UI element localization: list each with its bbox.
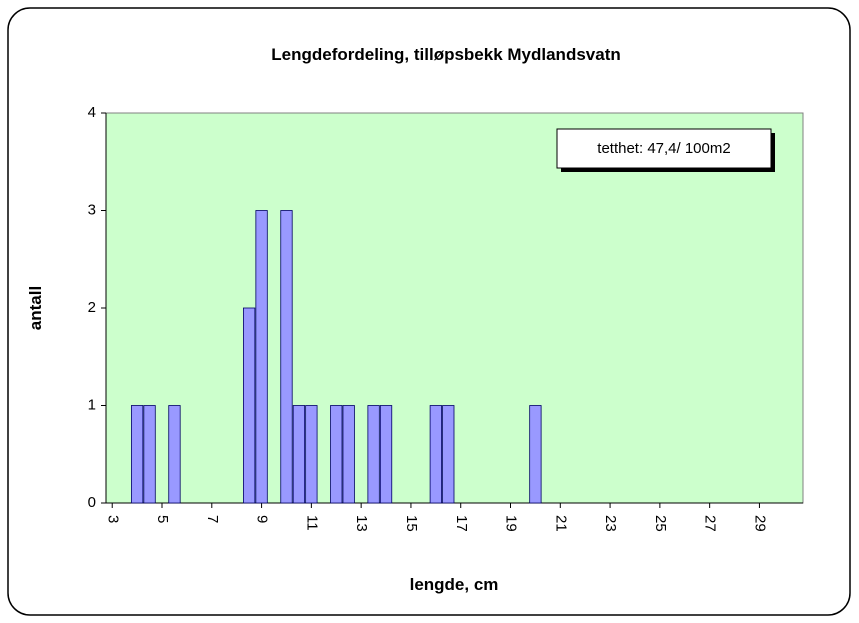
x-tick-label: 13: [353, 515, 370, 532]
bar: [379, 405, 393, 504]
y-tick-label: 3: [88, 201, 96, 218]
x-tick-label: 9: [254, 515, 271, 523]
bar: [243, 307, 256, 504]
x-tick-label: 23: [602, 515, 619, 532]
bar: [429, 405, 442, 504]
x-tick-label: 27: [702, 515, 719, 532]
bar: [367, 405, 380, 504]
y-tick-label: 4: [88, 104, 96, 121]
x-tick-label: 17: [453, 515, 470, 532]
y-axis-title: antall: [26, 286, 45, 330]
annotation-box: [556, 128, 772, 169]
x-tick-label: 19: [503, 515, 520, 532]
bar: [255, 210, 268, 504]
annotation: tetthet: 47,4/ 100m2: [597, 140, 730, 157]
bar: [330, 405, 343, 504]
x-tick-label: 5: [154, 515, 171, 523]
plot-area: [105, 112, 804, 504]
x-tick-label: 15: [403, 515, 420, 532]
bar: [305, 405, 318, 504]
x-tick-label: 11: [303, 515, 320, 531]
x-tick-label: 29: [751, 515, 768, 532]
x-tick-label: 21: [552, 515, 569, 532]
y-tick-label: 1: [88, 396, 96, 413]
chart-title: Lengdefordeling, tilløpsbekk Mydlandsvat…: [271, 45, 621, 64]
x-tick-label: 7: [204, 515, 221, 523]
x-tick-label: 3: [104, 515, 121, 523]
x-axis-title: lengde, cm: [410, 575, 499, 594]
bar: [143, 405, 156, 504]
bar: [342, 405, 355, 504]
bar: [529, 405, 542, 504]
bar: [442, 405, 455, 504]
bar: [168, 405, 181, 504]
y-tick-label: 0: [88, 494, 96, 511]
bar: [130, 405, 144, 504]
bar: [280, 210, 293, 504]
bar: [292, 405, 306, 504]
y-tick-label: 2: [88, 299, 96, 316]
x-tick-label: 25: [652, 515, 669, 532]
